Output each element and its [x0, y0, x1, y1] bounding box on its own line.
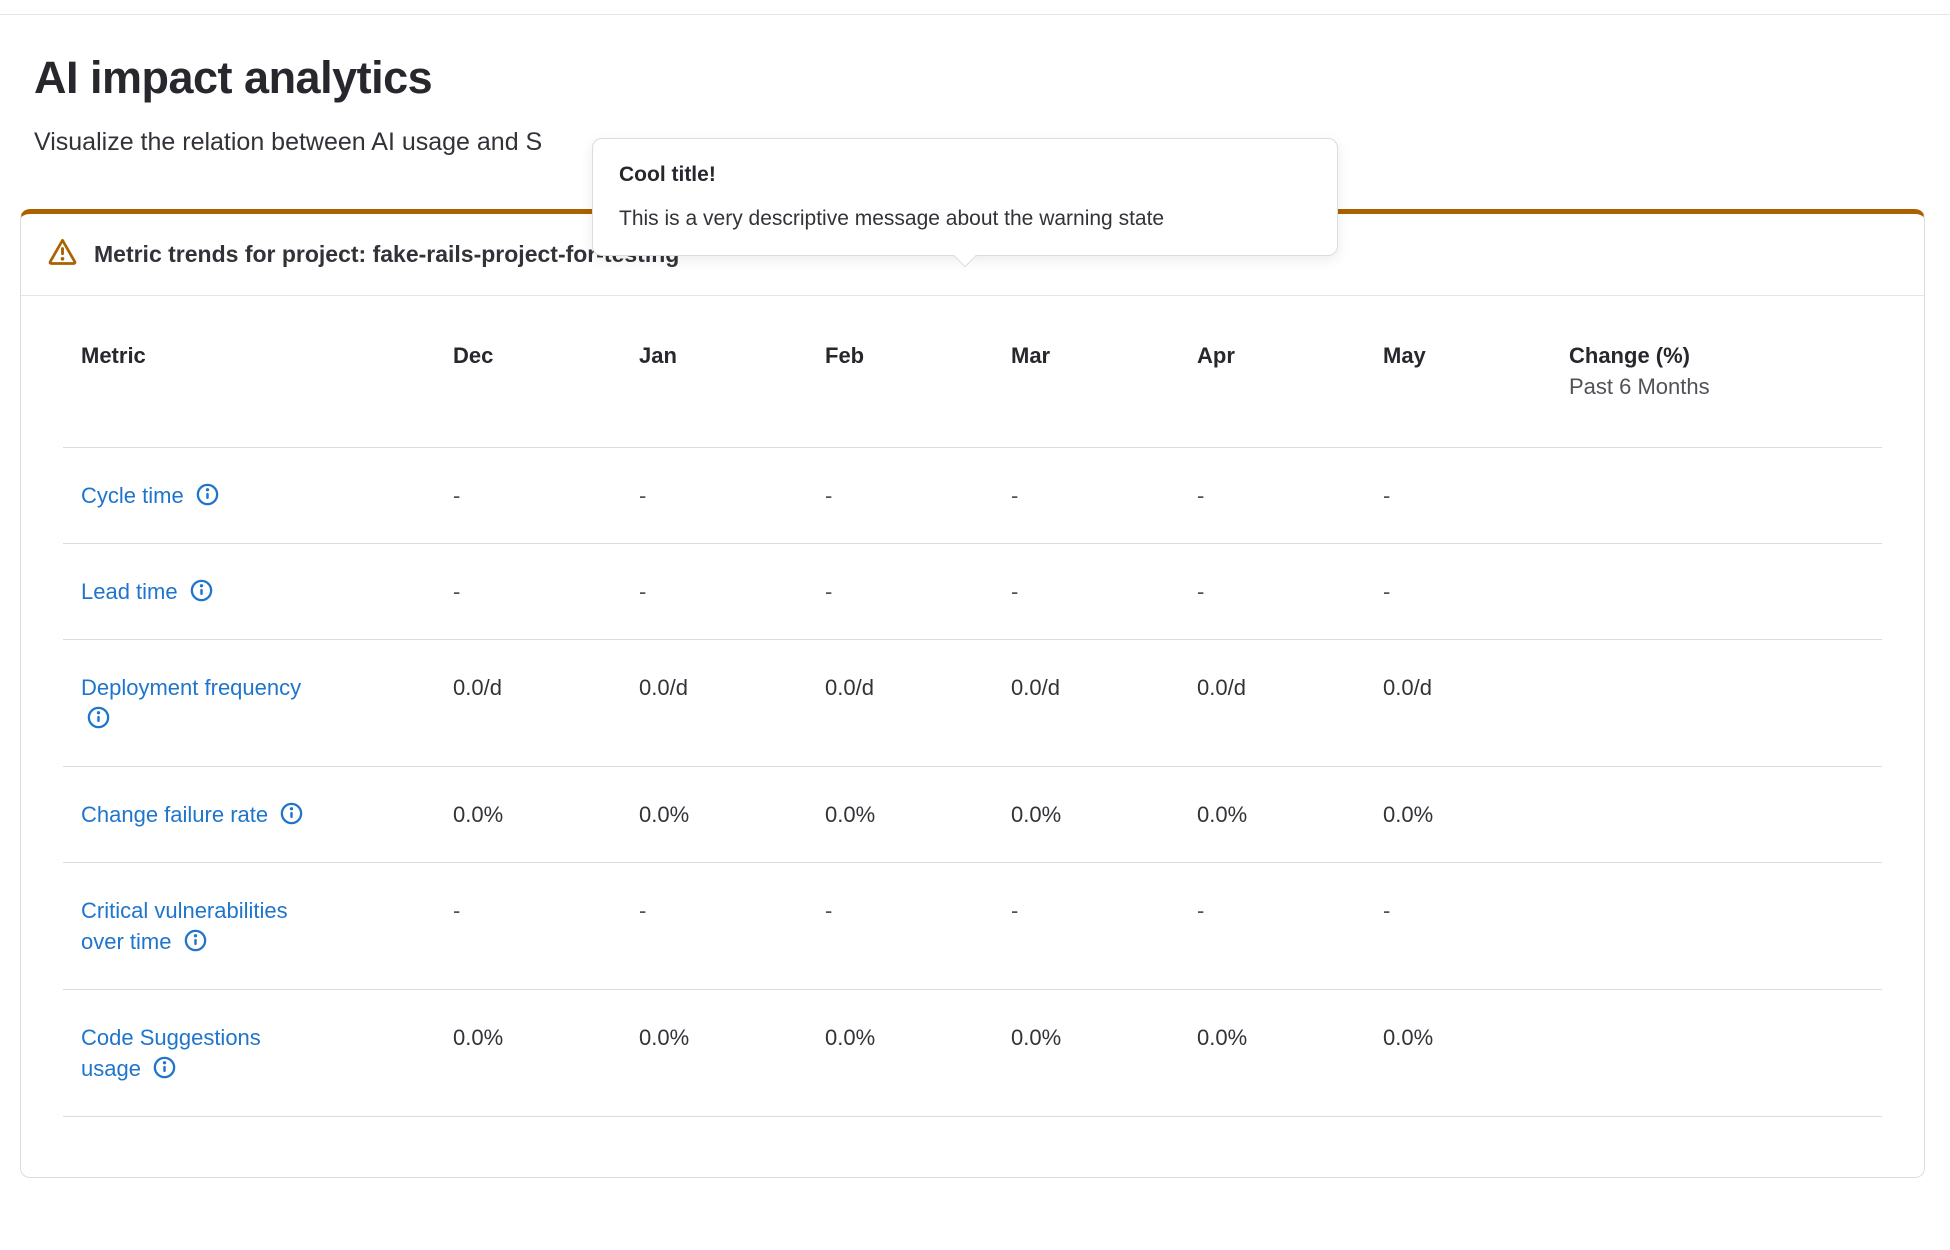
- metric-value-cell: -: [1179, 862, 1365, 990]
- metric-value-cell: -: [807, 447, 993, 544]
- table-row: Critical vulnerabilities over time -----…: [63, 862, 1882, 990]
- column-header-change-label: Change (%): [1569, 343, 1690, 368]
- table-row: Cycle time ------: [63, 447, 1882, 544]
- metric-value-cell: -: [993, 862, 1179, 990]
- column-header-month: Apr: [1197, 343, 1235, 368]
- metric-link-lead-time[interactable]: Lead time: [81, 579, 178, 604]
- warning-triangle-icon: [48, 237, 77, 272]
- metric-value-cell: 0.0/d: [1365, 639, 1551, 767]
- metric-value-cell: 0.0%: [1179, 766, 1365, 863]
- popover-title: Cool title!: [619, 163, 716, 186]
- metric-link-change-failure-rate[interactable]: Change failure rate: [81, 802, 269, 827]
- metric-value-cell: 0.0%: [435, 766, 621, 863]
- column-header-change: Change (%) Past 6 Months: [1551, 296, 1882, 448]
- metric-value-cell: -: [435, 862, 621, 990]
- panel-body: Metric Dec Jan Feb Mar Apr May Change (%…: [21, 296, 1924, 1177]
- metric-value-cell: -: [807, 862, 993, 990]
- information-circle-icon[interactable]: [196, 483, 219, 506]
- information-circle-icon[interactable]: [87, 706, 110, 729]
- metric-value-cell: -: [1179, 447, 1365, 544]
- table-row: Lead time ------: [63, 543, 1882, 640]
- metric-value-cell: -: [1365, 862, 1551, 990]
- metric-value-cell: 0.0%: [807, 989, 993, 1117]
- information-circle-icon[interactable]: [280, 802, 303, 825]
- column-header-month: Jan: [639, 343, 677, 368]
- metric-change-cell: [1551, 447, 1882, 544]
- metric-value-cell: -: [435, 543, 621, 640]
- metric-value-cell: 0.0%: [1365, 989, 1551, 1117]
- metric-name-cell: Critical vulnerabilities over time: [63, 862, 435, 990]
- metric-trends-panel: Metric trends for project: fake-rails-pr…: [20, 209, 1925, 1178]
- metric-trends-table: Metric Dec Jan Feb Mar Apr May Change (%…: [63, 296, 1882, 1117]
- metric-change-cell: [1551, 543, 1882, 640]
- metric-name-cell: Cycle time: [63, 447, 435, 544]
- metric-value-cell: 0.0%: [993, 766, 1179, 863]
- metric-value-cell: 0.0/d: [807, 639, 993, 767]
- metric-value-cell: 0.0%: [1179, 989, 1365, 1117]
- metric-name-cell: Deployment frequency: [63, 639, 435, 767]
- metric-name-cell: Lead time: [63, 543, 435, 640]
- metric-value-cell: -: [1365, 543, 1551, 640]
- metric-value-cell: 0.0%: [807, 766, 993, 863]
- metric-value-cell: -: [993, 447, 1179, 544]
- metric-value-cell: 0.0%: [435, 989, 621, 1117]
- metric-link-deployment-frequency[interactable]: Deployment frequency: [81, 675, 302, 700]
- metric-link-cycle-time[interactable]: Cycle time: [81, 483, 184, 508]
- metric-name-cell: Change failure rate: [63, 766, 435, 863]
- column-header-month: Mar: [1011, 343, 1051, 368]
- metric-value-cell: 0.0/d: [1179, 639, 1365, 767]
- popover-message: This is a very descriptive message about…: [619, 207, 1165, 230]
- table-header-row: Metric Dec Jan Feb Mar Apr May Change (%…: [63, 296, 1882, 448]
- metric-link-code-suggestions-usage[interactable]: Code Suggestions usage: [81, 1025, 261, 1081]
- metric-value-cell: 0.0/d: [435, 639, 621, 767]
- table-row: Code Suggestions usage 0.0% 0.0% 0.0% 0.0% 0…: [63, 989, 1882, 1117]
- metric-value-cell: 0.0/d: [621, 639, 807, 767]
- column-header-change-period: Past 6 Months: [1569, 374, 1710, 399]
- column-header-metric: Metric: [81, 343, 146, 368]
- metric-change-cell: [1551, 639, 1882, 767]
- metric-value-cell: -: [807, 543, 993, 640]
- metric-change-cell: [1551, 766, 1882, 863]
- metric-value-cell: -: [435, 447, 621, 544]
- metric-value-cell: 0.0/d: [993, 639, 1179, 767]
- page-top-divider: [0, 0, 1950, 15]
- main-content: AI impact analytics Visualize the relati…: [0, 51, 1950, 1178]
- panel-heading: Metric trends for project: fake-rails-pr…: [94, 241, 680, 267]
- metric-value-cell: -: [1179, 543, 1365, 640]
- column-header-month: Feb: [825, 343, 865, 368]
- metric-value-cell: 0.0%: [621, 989, 807, 1117]
- metric-link-critical-vulnerabilities-over-time[interactable]: Critical vulnerabilities over time: [81, 898, 288, 954]
- metric-value-cell: 0.0%: [1365, 766, 1551, 863]
- information-circle-icon[interactable]: [190, 579, 213, 602]
- metric-value-cell: -: [621, 543, 807, 640]
- metric-value-cell: -: [621, 447, 807, 544]
- column-header-month: Dec: [453, 343, 494, 368]
- warning-popover: Cool title! This is a very descriptive m…: [592, 138, 1338, 268]
- panel-header: Metric trends for project: fake-rails-pr…: [21, 214, 1924, 296]
- metric-change-cell: [1551, 989, 1882, 1117]
- metric-value-cell: 0.0%: [621, 766, 807, 863]
- metric-value-cell: -: [621, 862, 807, 990]
- page-subtitle: Visualize the relation between AI usage …: [34, 128, 543, 156]
- page-title: AI impact analytics: [34, 52, 433, 103]
- metric-value-cell: -: [1365, 447, 1551, 544]
- table-row: Deployment frequency 0.0/d 0.0/d 0.0/d 0.0/…: [63, 639, 1882, 767]
- information-circle-icon[interactable]: [153, 1056, 176, 1079]
- metric-value-cell: -: [993, 543, 1179, 640]
- metric-name-cell: Code Suggestions usage: [63, 989, 435, 1117]
- table-row: Change failure rate 0.0% 0.0% 0.0% 0.0% 0.0%…: [63, 766, 1882, 863]
- metric-value-cell: 0.0%: [993, 989, 1179, 1117]
- column-header-month: May: [1383, 343, 1426, 368]
- metric-change-cell: [1551, 862, 1882, 990]
- information-circle-icon[interactable]: [184, 929, 207, 952]
